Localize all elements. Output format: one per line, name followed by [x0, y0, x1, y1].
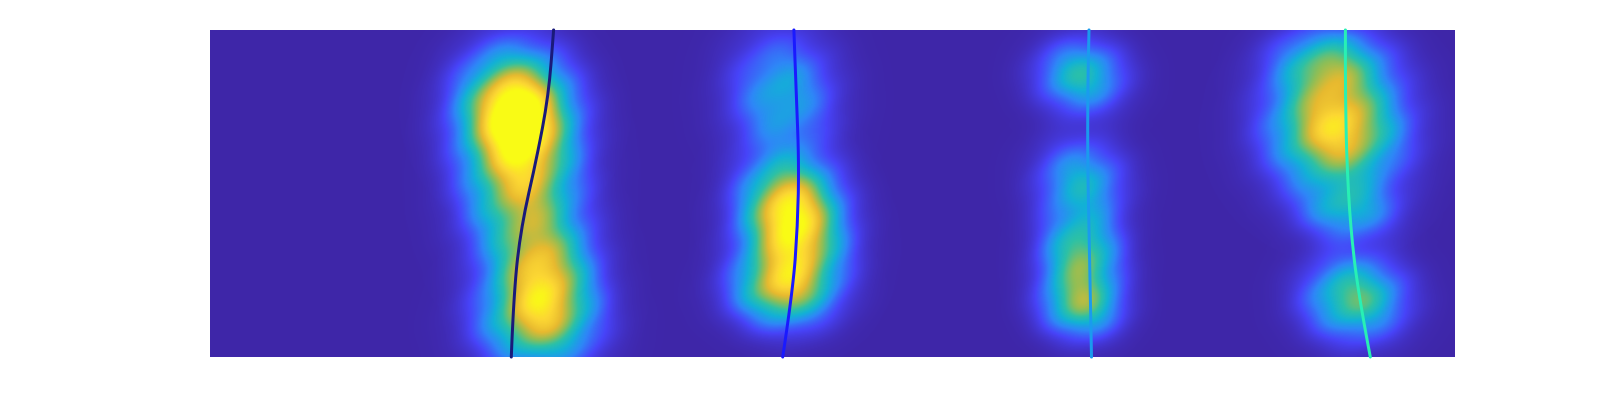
series-line-2: [781, 28, 800, 359]
plot-axes: [210, 28, 1455, 359]
series-line-4: [1343, 28, 1372, 359]
series-line-1: [509, 28, 556, 359]
series-layer: [509, 28, 1372, 359]
heatmap-image: [210, 30, 1455, 357]
series-line-3: [1086, 28, 1093, 359]
heatmap-holder: [210, 30, 1455, 357]
